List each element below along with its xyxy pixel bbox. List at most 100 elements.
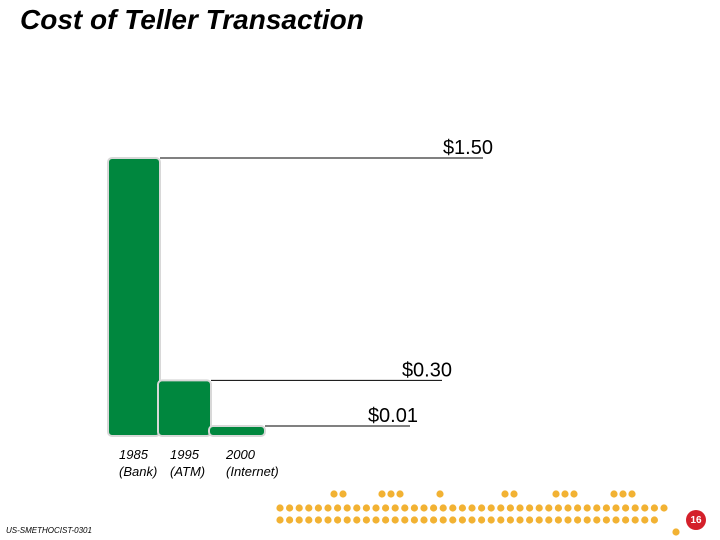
decorative-dot <box>506 504 514 512</box>
decorative-dot <box>401 516 409 524</box>
decorative-dot <box>506 516 514 524</box>
decorative-dot <box>353 504 361 512</box>
decorative-dot <box>387 490 395 498</box>
decorative-dot <box>362 516 370 524</box>
decorative-dot <box>286 504 294 512</box>
decorative-dot <box>458 504 466 512</box>
decorative-dot <box>295 516 303 524</box>
decorative-dot <box>487 504 495 512</box>
decorative-dot <box>449 516 457 524</box>
decorative-dot <box>372 504 380 512</box>
decorative-dot <box>420 516 428 524</box>
decorative-dot <box>641 504 649 512</box>
decorative-dot <box>583 516 591 524</box>
decorative-dot <box>602 516 611 524</box>
category-label-1995: 1995 (ATM) <box>170 446 205 480</box>
decorative-dot <box>468 516 476 524</box>
decorative-dot <box>439 516 447 524</box>
decorative-dot <box>410 504 418 512</box>
decorative-dot <box>430 504 438 512</box>
category-label-2000: 2000 (Internet) <box>226 446 279 480</box>
decorative-dot <box>276 516 284 524</box>
decorative-dot <box>497 516 505 524</box>
page-number-badge: 16 <box>686 510 706 530</box>
decorative-dot <box>497 504 505 512</box>
decorative-dot <box>478 516 486 524</box>
decorative-dot <box>314 516 322 524</box>
decorative-dot <box>339 490 347 498</box>
decorative-dot <box>501 490 509 498</box>
decorative-dot <box>631 516 639 524</box>
decorative-dot <box>610 490 618 498</box>
decorative-dot <box>612 516 620 524</box>
decorative-dot <box>436 490 444 498</box>
decorative-dot <box>593 504 601 512</box>
decorative-dot <box>362 504 370 512</box>
decorative-dot <box>516 504 524 512</box>
decorative-dot <box>622 516 630 524</box>
decorative-dot <box>564 516 572 524</box>
decorative-dot <box>593 516 601 524</box>
decorative-dot <box>526 516 534 524</box>
category-channel: (Bank) <box>119 464 158 479</box>
bar-2 <box>208 425 266 437</box>
decorative-dot <box>305 516 313 524</box>
decorative-dot <box>619 490 627 498</box>
decorative-dot <box>650 504 659 512</box>
decorative-dot <box>574 516 582 524</box>
decorative-dot <box>487 516 495 524</box>
data-label-1: $0.30 <box>402 359 452 381</box>
category-year: 2000 <box>226 447 255 462</box>
decorative-dot <box>295 504 303 512</box>
category-channel: (Internet) <box>226 464 279 479</box>
category-channel: (ATM) <box>170 464 206 479</box>
decorative-dot <box>641 516 649 524</box>
category-year: 1985 <box>119 447 148 462</box>
data-label-0: $1.50 <box>443 137 493 159</box>
decorative-dot <box>391 516 399 524</box>
chart-title: Cost of Teller Transaction <box>20 4 364 35</box>
decorative-dot <box>382 504 390 512</box>
decorative-dot <box>330 490 338 498</box>
category-year: 1995 <box>170 447 199 462</box>
decorative-dot <box>574 504 582 512</box>
decorative-dot <box>535 516 543 524</box>
decorative-dot <box>628 490 636 498</box>
decorative-dot <box>535 504 543 512</box>
decorative-dot <box>286 516 294 524</box>
decorative-dot <box>612 504 620 512</box>
decorative-dot <box>458 516 466 524</box>
bar-1 <box>157 379 212 437</box>
decorative-dot <box>516 516 524 524</box>
decorative-dot <box>561 490 569 498</box>
decorative-dot <box>526 504 534 512</box>
bar-0 <box>107 157 161 437</box>
decorative-dot <box>545 504 553 512</box>
decorative-dot <box>631 504 639 512</box>
footer-document-code: US-SMETHOCIST-0301 <box>6 526 92 535</box>
decorative-dot <box>510 490 518 498</box>
decorative-dot <box>343 516 351 524</box>
decorative-dot <box>672 528 680 536</box>
decorative-dot <box>396 490 404 498</box>
decorative-dot <box>276 504 284 512</box>
decorative-dot <box>324 516 332 524</box>
decorative-dot <box>622 504 630 512</box>
data-label-2: $0.01 <box>368 405 418 427</box>
decorative-dot <box>430 516 438 524</box>
decorative-dot <box>478 504 486 512</box>
decorative-dot <box>410 516 418 524</box>
decorative-dot <box>401 504 409 512</box>
decorative-dot <box>324 504 332 512</box>
decorative-dot <box>449 504 457 512</box>
decorative-dot <box>391 504 399 512</box>
decorative-dot <box>439 504 447 512</box>
decorative-dot <box>545 516 553 524</box>
decorative-dot <box>583 504 591 512</box>
decorative-dot <box>468 504 476 512</box>
decorative-dot <box>660 504 668 512</box>
decorative-dot <box>372 516 380 524</box>
decorative-dot <box>554 516 563 524</box>
decorative-dot <box>353 516 361 524</box>
